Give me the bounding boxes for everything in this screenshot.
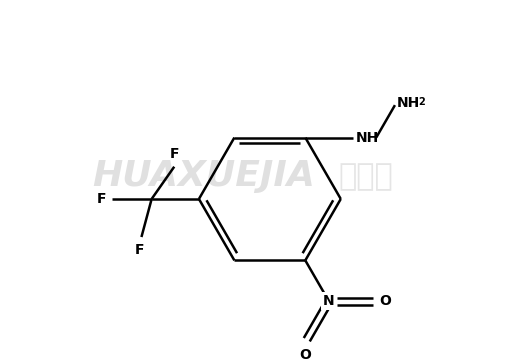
Text: NH: NH [397, 96, 420, 110]
Text: F: F [170, 147, 179, 161]
Text: 化学加: 化学加 [339, 162, 393, 191]
Text: 2: 2 [419, 97, 426, 107]
Text: O: O [379, 294, 391, 308]
Text: N: N [323, 294, 335, 308]
Text: O: O [299, 348, 311, 361]
Text: HUAXUEJIA: HUAXUEJIA [92, 159, 316, 193]
Text: F: F [97, 192, 106, 206]
Text: F: F [135, 243, 144, 257]
Text: NH: NH [356, 131, 379, 145]
